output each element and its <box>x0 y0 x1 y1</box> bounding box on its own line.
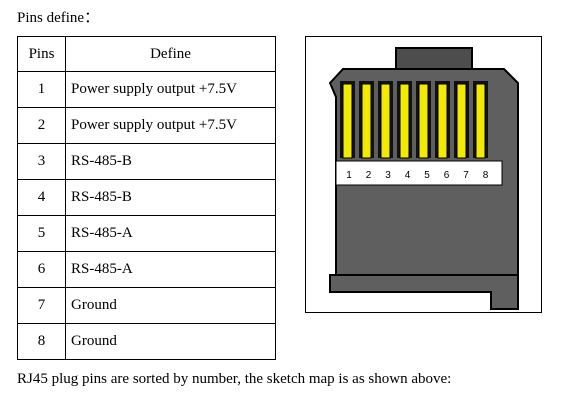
pin-number-label: 7 <box>463 170 469 181</box>
pin-define-cell: Power supply output +7.5V <box>65 107 276 144</box>
table-row: 2 Power supply output +7.5V <box>17 107 276 144</box>
table-row: 8 Ground <box>17 323 276 360</box>
pin-number-cell: 5 <box>17 215 66 252</box>
plug-contact-6 <box>437 83 448 159</box>
pin-define-cell: Power supply output +7.5V <box>65 71 276 108</box>
figure-caption: RJ45 plug pins are sorted by number, the… <box>17 371 452 387</box>
pin-define-cell: RS-485-A <box>65 215 276 252</box>
pin-number-label: 2 <box>366 170 372 181</box>
table-row: 5 RS-485-A <box>17 215 276 252</box>
pin-number-label: 1 <box>346 170 352 181</box>
pin-number-label: 3 <box>385 170 391 181</box>
pins-table: Pins Define 1 Power supply output +7.5V … <box>17 36 276 360</box>
plug-contact-8 <box>475 83 486 159</box>
plug-contact-2 <box>361 83 372 159</box>
plug-latch-tab <box>395 47 473 72</box>
pin-number-cell: 3 <box>17 143 66 180</box>
pin-define-cell: RS-485-B <box>65 179 276 216</box>
pin-define-cell: Ground <box>65 323 276 360</box>
table-row: 4 RS-485-B <box>17 179 276 216</box>
table-row: 1 Power supply output +7.5V <box>17 71 276 108</box>
pin-number-label: 5 <box>424 170 430 181</box>
column-header-pins: Pins <box>17 36 66 72</box>
plug-body <box>328 68 519 310</box>
section-heading: Pins define： <box>17 10 100 26</box>
plug-contact-3 <box>380 83 391 159</box>
plug-contact-7 <box>456 83 467 159</box>
pin-number-cell: 8 <box>17 323 66 360</box>
pin-number-label: 4 <box>405 170 411 181</box>
pin-number-label: 6 <box>444 170 450 181</box>
pin-number-cell: 1 <box>17 71 66 108</box>
table-row: 3 RS-485-B <box>17 143 276 180</box>
rj45-plug-drawing: 1 2 3 4 5 6 7 8 <box>328 47 519 310</box>
plug-contact-1 <box>342 83 353 159</box>
plug-contacts <box>340 81 488 159</box>
pin-number-label: 8 <box>483 170 489 181</box>
table-header-row: Pins Define <box>17 36 276 72</box>
table-row: 6 RS-485-A <box>17 251 276 288</box>
rj45-plug-figure: 1 2 3 4 5 6 7 8 <box>305 36 542 313</box>
plug-contact-4 <box>399 83 410 159</box>
table-row: 7 Ground <box>17 287 276 324</box>
pin-number-cell: 4 <box>17 179 66 216</box>
pin-number-cell: 7 <box>17 287 66 324</box>
pin-number-strip <box>335 160 503 186</box>
pin-define-cell: RS-485-B <box>65 143 276 180</box>
pin-define-cell: Ground <box>65 287 276 324</box>
plug-contact-5 <box>418 83 429 159</box>
pin-number-labels: 1 2 3 4 5 6 7 8 <box>346 170 489 181</box>
pin-number-cell: 6 <box>17 251 66 288</box>
pin-number-cell: 2 <box>17 107 66 144</box>
column-header-define: Define <box>65 36 276 72</box>
pin-define-cell: RS-485-A <box>65 251 276 288</box>
